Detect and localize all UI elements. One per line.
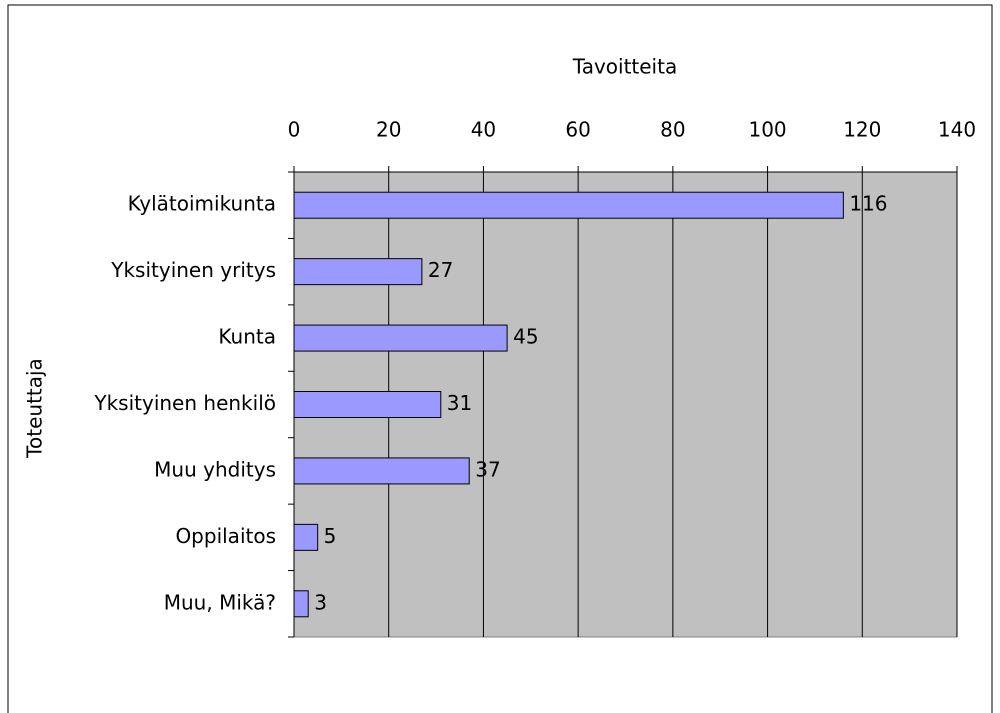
data-label: 31	[447, 391, 472, 415]
y-axis-title: Toteuttaja	[23, 358, 47, 459]
x-tick-label: 100	[748, 118, 786, 142]
y-tick-label: Muu, Mikä?	[164, 590, 276, 614]
frame	[7, 4, 993, 713]
bar	[293, 324, 508, 352]
bar	[293, 258, 423, 286]
y-tick-label: Yksityinen yritys	[110, 258, 276, 282]
axis-title: Tavoitteita	[572, 55, 677, 79]
data-label: 3	[314, 590, 327, 614]
bar	[293, 391, 442, 418]
x-tick-label: 60	[565, 118, 590, 142]
data-label: 37	[475, 457, 500, 481]
y-tick-label: Kunta	[218, 325, 276, 349]
y-tick-label: Muu yhditys	[154, 457, 276, 481]
x-tick-label: 20	[376, 118, 401, 142]
x-tick-label: 40	[471, 118, 496, 142]
bar	[293, 523, 319, 551]
bar	[293, 457, 470, 485]
bar	[293, 590, 309, 618]
x-tick-label: 80	[660, 118, 685, 142]
x-tick-label: 140	[938, 118, 976, 142]
x-tick-label: 120	[843, 118, 881, 142]
x-tick-label: 0	[288, 118, 301, 142]
y-tick-label: Oppilaitos	[175, 524, 276, 548]
data-label: 5	[324, 524, 337, 548]
data-label: 45	[513, 325, 538, 349]
data-label: 27	[428, 258, 453, 282]
data-label: 116	[849, 192, 887, 216]
y-tick-label: Kylätoimikunta	[128, 192, 276, 216]
bar	[293, 191, 844, 219]
y-tick-label: Yksityinen henkilö	[93, 391, 276, 415]
